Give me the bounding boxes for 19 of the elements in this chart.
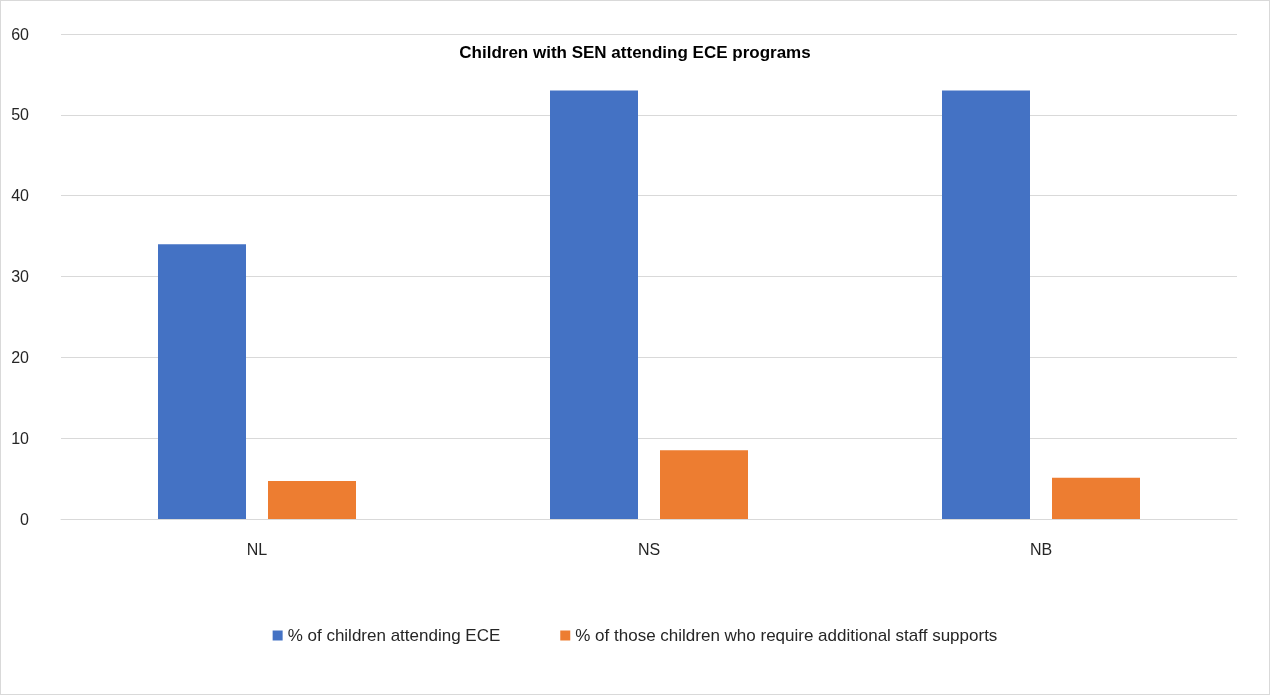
y-tick-label: 40	[11, 187, 30, 205]
bar	[660, 450, 748, 519]
legend-label: % of those children who require additional staff supports	[575, 626, 998, 645]
y-tick-label: 50	[11, 106, 30, 124]
bar	[268, 481, 356, 519]
y-tick-label: 30	[11, 268, 30, 285]
bar	[942, 90, 1030, 519]
legend-label: % of children attending ECE	[287, 626, 501, 645]
y-tick-label: 20	[11, 348, 30, 366]
x-tick-label: NL	[246, 540, 268, 558]
text: Children with SEN attending ECE programs	[459, 43, 811, 62]
x-tick-label: NS	[637, 540, 661, 558]
bar	[158, 244, 246, 519]
bar	[550, 90, 638, 519]
bar	[1052, 477, 1140, 519]
y-tick-label: 60	[11, 25, 30, 43]
x-tick-label: NB	[1029, 540, 1053, 558]
y-tick-label: 10	[11, 429, 30, 447]
y-tick-label: 0	[20, 510, 30, 528]
